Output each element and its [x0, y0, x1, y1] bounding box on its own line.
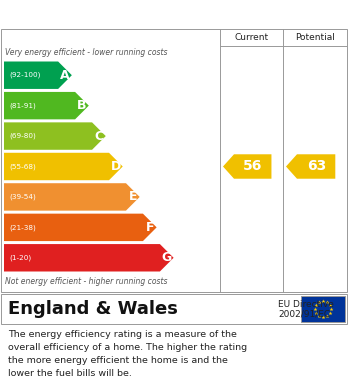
Polygon shape — [4, 244, 174, 271]
Text: D: D — [111, 160, 121, 173]
Text: (39-54): (39-54) — [9, 194, 36, 200]
Polygon shape — [4, 183, 140, 211]
Text: F: F — [145, 221, 154, 234]
Polygon shape — [4, 122, 106, 150]
Text: EU Directive: EU Directive — [278, 300, 334, 309]
Text: (55-68): (55-68) — [9, 163, 36, 170]
Text: 56: 56 — [243, 160, 263, 174]
Bar — [301, 296, 345, 322]
Text: (81-91): (81-91) — [9, 102, 36, 109]
Text: England & Wales: England & Wales — [8, 300, 178, 318]
Text: G: G — [161, 251, 172, 264]
Text: (69-80): (69-80) — [9, 133, 36, 139]
Text: C: C — [94, 129, 103, 143]
Text: The energy efficiency rating is a measure of the
overall efficiency of a home. T: The energy efficiency rating is a measur… — [8, 330, 247, 378]
Polygon shape — [4, 213, 157, 241]
Text: E: E — [128, 190, 137, 203]
Polygon shape — [223, 154, 271, 179]
Polygon shape — [286, 154, 335, 179]
Text: 63: 63 — [307, 160, 326, 174]
Polygon shape — [4, 61, 72, 89]
Polygon shape — [4, 153, 123, 180]
Text: B: B — [77, 99, 87, 112]
Text: Current: Current — [235, 32, 269, 41]
Text: (1-20): (1-20) — [9, 255, 31, 261]
Text: A: A — [60, 69, 70, 82]
Text: 2002/91/EC: 2002/91/EC — [278, 309, 330, 318]
Text: (92-100): (92-100) — [9, 72, 40, 79]
Text: Energy Efficiency Rating: Energy Efficiency Rating — [8, 7, 218, 22]
Text: Very energy efficient - lower running costs: Very energy efficient - lower running co… — [5, 48, 167, 57]
Text: Not energy efficient - higher running costs: Not energy efficient - higher running co… — [5, 276, 167, 285]
Polygon shape — [4, 92, 89, 119]
Text: (21-38): (21-38) — [9, 224, 36, 231]
Text: Potential: Potential — [295, 32, 335, 41]
